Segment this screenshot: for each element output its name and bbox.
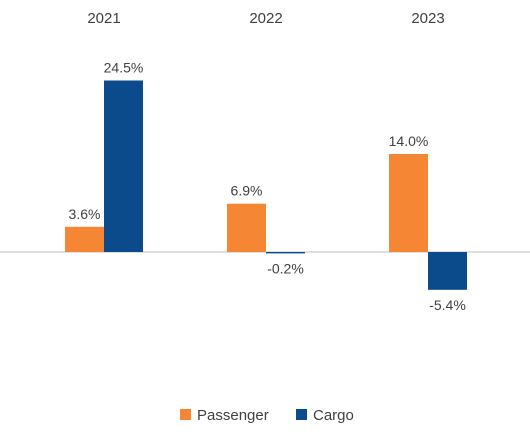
category-label-2023: 2023 — [411, 10, 444, 27]
legend-label-cargo: Cargo — [313, 407, 354, 424]
bars — [65, 80, 467, 290]
category-label-2021: 2021 — [87, 10, 120, 27]
bar-cargo-2022 — [266, 252, 305, 254]
data-label-passenger-2022: 6.9% — [231, 183, 263, 199]
data-labels: 3.6% 6.9% 14.0% 24.5% -0.2% -5.4% — [69, 60, 466, 313]
data-label-passenger-2023: 14.0% — [389, 133, 429, 149]
category-labels: 2021 2022 2023 — [87, 10, 444, 27]
bar-passenger-2021 — [65, 226, 104, 252]
legend: Passenger Cargo — [180, 407, 354, 424]
bar-cargo-2023 — [428, 252, 467, 290]
legend-swatch-passenger — [180, 409, 191, 420]
data-label-passenger-2021: 3.6% — [69, 206, 101, 222]
data-label-cargo-2023: -5.4% — [429, 297, 466, 313]
category-label-2022: 2022 — [249, 10, 282, 27]
bar-passenger-2022 — [227, 203, 266, 252]
data-label-cargo-2021: 24.5% — [104, 60, 144, 76]
legend-label-passenger: Passenger — [197, 407, 269, 424]
data-label-cargo-2022: -0.2% — [267, 260, 304, 276]
legend-swatch-cargo — [296, 409, 307, 420]
bar-passenger-2023 — [389, 154, 428, 252]
bar-cargo-2021 — [104, 80, 143, 252]
